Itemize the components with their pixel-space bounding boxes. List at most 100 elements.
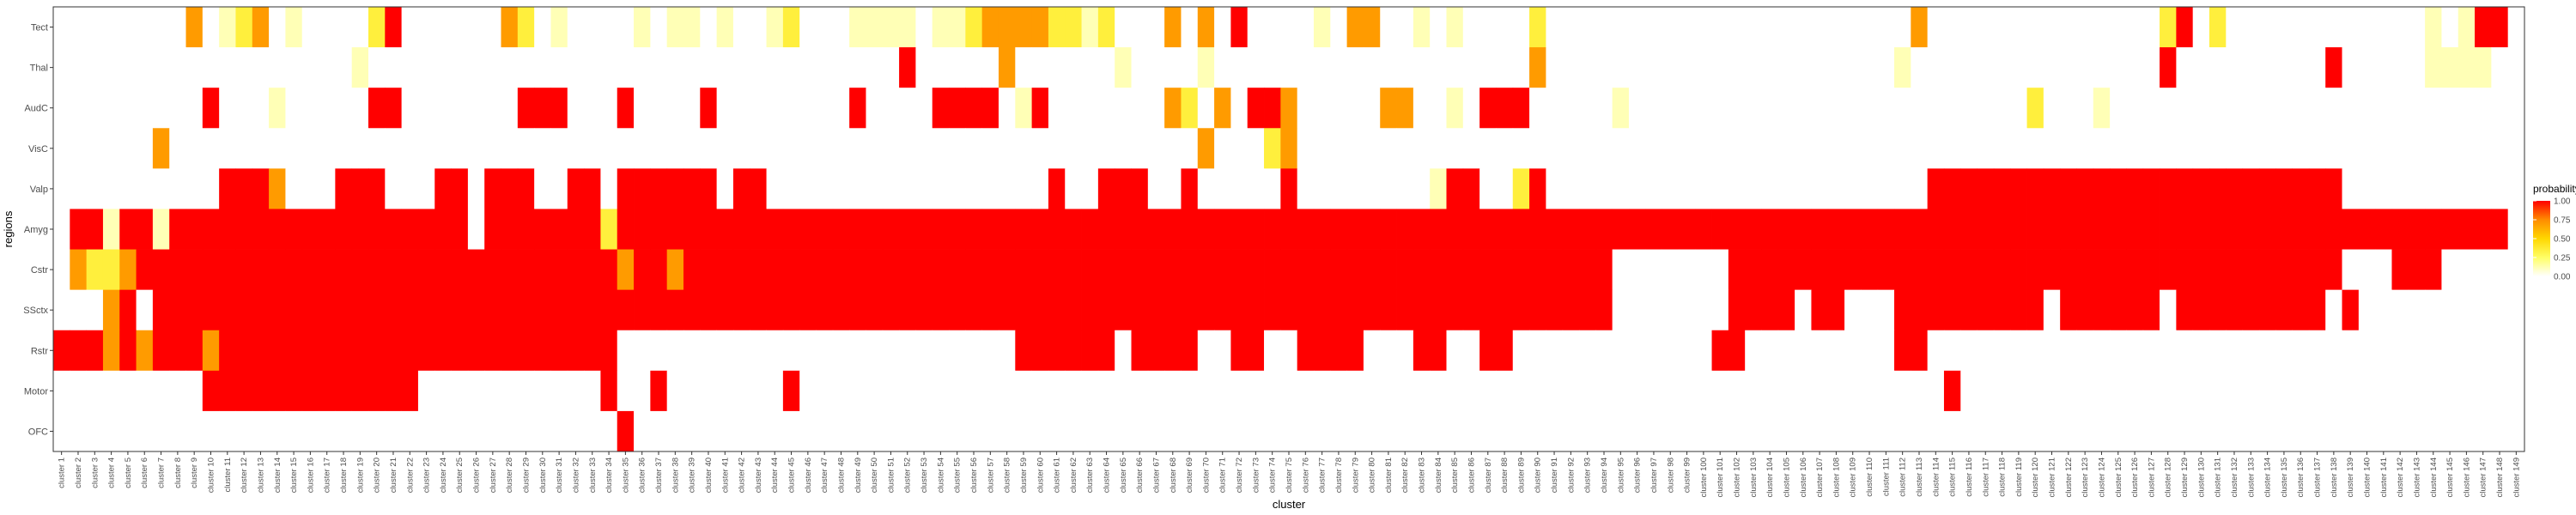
heatmap-cell [70, 7, 88, 48]
heatmap-cell [1795, 128, 1812, 169]
heatmap-cell [932, 370, 950, 412]
heatmap-cell [219, 289, 236, 331]
heatmap-cell [1529, 289, 1546, 331]
heatmap-cell [368, 128, 386, 169]
heatmap-cell [1943, 410, 1961, 452]
heatmap-cell [1065, 330, 1082, 372]
heatmap-cell [965, 88, 983, 129]
heatmap-cell [1861, 330, 1879, 372]
y-tick-label: Thal [30, 64, 48, 74]
heatmap-cell [269, 289, 286, 331]
heatmap-cell [600, 249, 618, 291]
heatmap-cell [434, 330, 452, 372]
heatmap-cell [816, 370, 834, 412]
heatmap-cell [1960, 88, 1978, 129]
heatmap-cell [634, 209, 651, 250]
heatmap-cell [1861, 7, 1879, 48]
x-tick-label: cluster 42 [738, 457, 747, 493]
heatmap-cell [1595, 410, 1613, 452]
heatmap-cell [1413, 88, 1431, 129]
heatmap-cell [1264, 7, 1281, 48]
heatmap-cell [417, 410, 435, 452]
heatmap-cell [1728, 249, 1746, 291]
heatmap-cell [1115, 168, 1132, 209]
x-tick-label: cluster 133 [2246, 457, 2256, 497]
heatmap-cell [484, 410, 501, 452]
heatmap-cell [1065, 128, 1082, 169]
heatmap-cell [1728, 47, 1746, 88]
heatmap-cell [2242, 88, 2260, 129]
heatmap-cell [1943, 370, 1961, 412]
heatmap-cell [2043, 128, 2061, 169]
heatmap-cell [1827, 410, 1845, 452]
heatmap-cell [716, 410, 734, 452]
heatmap-cell [1612, 209, 1630, 250]
heatmap-cell [434, 128, 452, 169]
heatmap-cell [2475, 88, 2492, 129]
heatmap-cell [600, 128, 618, 169]
heatmap-cell [1595, 209, 1613, 250]
heatmap-cell [1446, 47, 1464, 88]
heatmap-cell [1313, 410, 1331, 452]
heatmap-cell [269, 370, 286, 412]
heatmap-cell [484, 249, 501, 291]
heatmap-cell [534, 7, 551, 48]
heatmap-cell [451, 249, 469, 291]
heatmap-cell [2275, 88, 2293, 129]
heatmap-cell [1446, 370, 1464, 412]
x-tick-label: cluster 122 [2064, 457, 2074, 497]
heatmap-cell [2292, 7, 2310, 48]
heatmap-cell [1181, 370, 1199, 412]
heatmap-cell [882, 370, 900, 412]
heatmap-cell [1496, 47, 1514, 88]
heatmap-cell [401, 249, 419, 291]
heatmap-cell [1844, 289, 1862, 331]
heatmap-cell [1346, 209, 1364, 250]
heatmap-cell [1943, 289, 1961, 331]
heatmap-cell [235, 410, 253, 452]
heatmap-cell [1678, 47, 1696, 88]
heatmap-cell [202, 47, 220, 88]
heatmap-cell [1877, 370, 1895, 412]
heatmap-cell [1097, 168, 1115, 209]
heatmap-cell [136, 7, 154, 48]
heatmap-cell [235, 370, 253, 412]
heatmap-cell [2275, 289, 2293, 331]
heatmap-cell [1496, 128, 1514, 169]
heatmap-cell [899, 249, 916, 291]
heatmap-cell [2375, 330, 2392, 372]
heatmap-cell [732, 410, 750, 452]
heatmap-cell [1662, 88, 1680, 129]
legend-tick-label: 0.00 [2554, 273, 2571, 282]
heatmap-cell [1330, 289, 1348, 331]
heatmap-cell [2258, 7, 2276, 48]
heatmap-cell [534, 47, 551, 88]
heatmap-cell [1745, 410, 1762, 452]
heatmap-cell [1363, 128, 1381, 169]
heatmap-cell [484, 168, 501, 209]
heatmap-cell [1546, 330, 1564, 372]
heatmap-cell [981, 330, 999, 372]
x-tick-label: cluster 147 [2479, 457, 2488, 497]
heatmap-cell [2325, 128, 2342, 169]
y-tick-label: OFC [28, 427, 48, 437]
heatmap-cell [1048, 128, 1066, 169]
heatmap-cell [136, 249, 154, 291]
heatmap-cell [152, 330, 170, 372]
heatmap-cell [1462, 47, 1480, 88]
heatmap-cell [2391, 128, 2409, 169]
heatmap-cell [1015, 47, 1033, 88]
heatmap-cell [1264, 47, 1281, 88]
heatmap-cell [1943, 168, 1961, 209]
heatmap-cell [1264, 289, 1281, 331]
heatmap-cell [2043, 47, 2061, 88]
heatmap-cell [2142, 47, 2160, 88]
heatmap-cell [1943, 330, 1961, 372]
heatmap-cell [219, 128, 236, 169]
heatmap-cell [1612, 289, 1630, 331]
heatmap-cell [2458, 289, 2476, 331]
heatmap-cell [716, 168, 734, 209]
heatmap-cell [119, 370, 137, 412]
heatmap-cell [816, 330, 834, 372]
heatmap-cell [1048, 249, 1066, 291]
